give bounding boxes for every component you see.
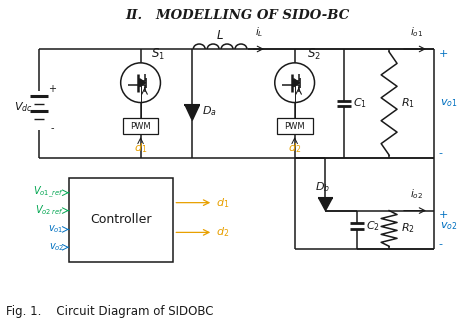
Text: $L$: $L$ bbox=[216, 29, 224, 41]
Text: PWM: PWM bbox=[130, 122, 151, 131]
Text: $v_{o2}$: $v_{o2}$ bbox=[440, 221, 457, 232]
Text: $i_L$: $i_L$ bbox=[255, 25, 263, 39]
Polygon shape bbox=[139, 79, 146, 87]
Text: $d_2$: $d_2$ bbox=[288, 141, 301, 155]
Text: $D_a$: $D_a$ bbox=[202, 105, 217, 118]
Text: $v_{o1}$: $v_{o1}$ bbox=[440, 98, 457, 110]
Text: $R_1$: $R_1$ bbox=[401, 97, 415, 110]
Text: Fig. 1.    Circuit Diagram of SIDOBC: Fig. 1. Circuit Diagram of SIDOBC bbox=[6, 305, 214, 318]
Text: $v_{o1}$: $v_{o1}$ bbox=[48, 224, 64, 235]
Text: +: + bbox=[439, 49, 448, 59]
Bar bbox=[69, 178, 173, 262]
Text: $D_b$: $D_b$ bbox=[315, 180, 330, 194]
Polygon shape bbox=[185, 106, 199, 120]
Text: II.   MODELLING OF SIDO-BC: II. MODELLING OF SIDO-BC bbox=[125, 9, 349, 22]
Text: $S_1$: $S_1$ bbox=[151, 47, 164, 63]
Bar bbox=[277, 118, 312, 134]
Text: $C_1$: $C_1$ bbox=[353, 97, 367, 110]
Text: -: - bbox=[439, 148, 443, 158]
Text: $v_{o2}$: $v_{o2}$ bbox=[48, 241, 64, 253]
Text: $V_{o2\,ref}$: $V_{o2\,ref}$ bbox=[36, 204, 64, 217]
Polygon shape bbox=[319, 198, 332, 211]
Circle shape bbox=[275, 63, 315, 102]
Text: $V_{dc}$: $V_{dc}$ bbox=[14, 100, 33, 114]
Text: $i_{o2}$: $i_{o2}$ bbox=[410, 187, 424, 201]
Text: +: + bbox=[48, 84, 56, 94]
Text: PWM: PWM bbox=[284, 122, 305, 131]
Text: $i_{o1}$: $i_{o1}$ bbox=[410, 25, 424, 39]
Polygon shape bbox=[294, 79, 300, 87]
Text: +: + bbox=[439, 210, 448, 220]
Bar bbox=[123, 118, 158, 134]
Text: $d_2$: $d_2$ bbox=[216, 226, 229, 239]
Text: -: - bbox=[50, 123, 54, 133]
Text: -: - bbox=[439, 239, 443, 249]
Circle shape bbox=[121, 63, 161, 102]
Text: $S_2$: $S_2$ bbox=[307, 47, 320, 63]
Text: $C_2$: $C_2$ bbox=[366, 220, 380, 233]
Text: $d_1$: $d_1$ bbox=[134, 141, 147, 155]
Text: $V_{o1\_ref}$: $V_{o1\_ref}$ bbox=[33, 185, 64, 200]
Text: $d_1$: $d_1$ bbox=[216, 196, 229, 210]
Text: Controller: Controller bbox=[91, 214, 152, 226]
Text: $R_2$: $R_2$ bbox=[401, 222, 415, 235]
